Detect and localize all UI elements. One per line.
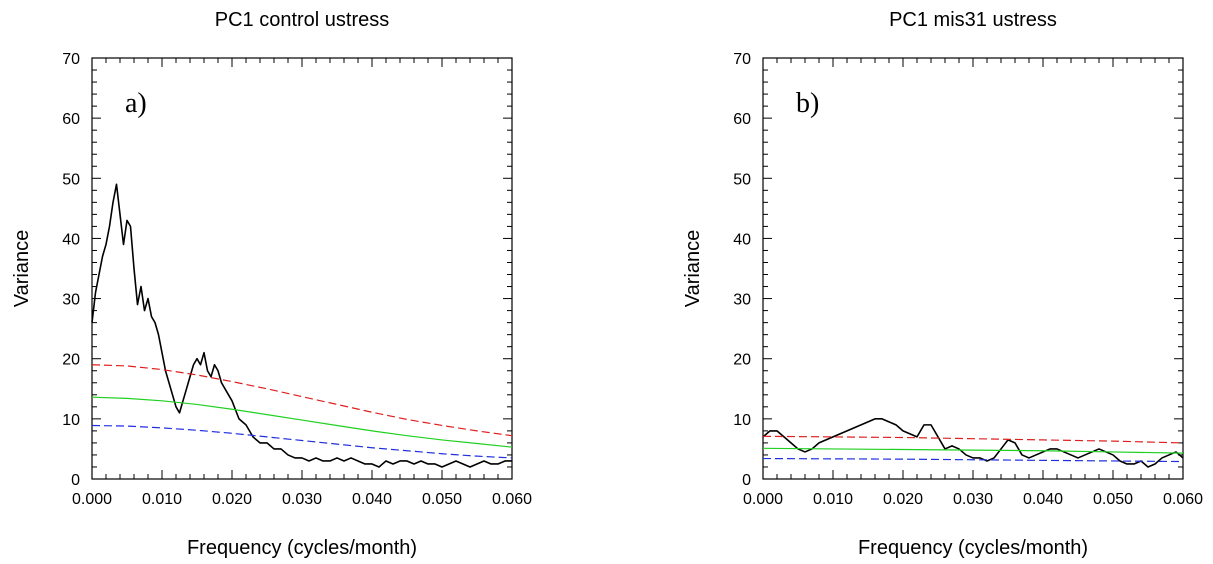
spectrum-line (762, 418, 1184, 468)
chart-panel-a: PC1 control ustress 0.000 0.010 0.020 0.030 0… (11, 9, 532, 559)
x-tick-label: 0.000 (72, 491, 112, 508)
y-axis-label: Variance (11, 230, 33, 307)
plot-frame (91, 57, 513, 480)
x-tick-label: 0.060 (492, 491, 532, 508)
x-tick-label: 0.030 (953, 491, 993, 508)
chart-panel-b: PC1 mis31 ustress 0.000 0.010 0.020 0.030 0.0… (682, 9, 1203, 559)
chart-title: PC1 control ustress (215, 9, 390, 31)
y-tick-label: 20 (733, 352, 751, 369)
x-tick-label: 0.020 (883, 491, 923, 508)
y-tick-label: 50 (62, 171, 80, 188)
y-tick-label: 30 (62, 292, 80, 309)
red-noise-mean-line (91, 424, 513, 459)
x-tick-label: 0.050 (1093, 491, 1133, 508)
spectrum-line (91, 183, 512, 468)
plot-frame (762, 57, 1184, 480)
x-axis-label: Frequency (cycles/month) (187, 537, 417, 559)
x-tick-label: 0.040 (352, 491, 392, 508)
x-tick-label: 0.040 (1023, 491, 1063, 508)
panel-label: a) (125, 88, 147, 119)
y-tick-label: 0 (71, 472, 80, 489)
y-tick-label: 20 (62, 352, 80, 369)
red-noise-99-line (91, 364, 513, 437)
y-tick-label: 30 (733, 292, 751, 309)
y-tick-label: 10 (733, 412, 751, 429)
x-tick-label: 0.030 (282, 491, 322, 508)
y-tick-label: 10 (62, 412, 80, 429)
y-tick-label: 50 (733, 171, 751, 188)
x-tick-label: 0.020 (212, 491, 252, 508)
y-axis-label: Variance (682, 230, 704, 307)
x-axis-label: Frequency (cycles/month) (858, 537, 1088, 559)
x-tick-label: 0.060 (1163, 491, 1203, 508)
y-tick-label: 70 (62, 51, 80, 68)
y-tick-label: 70 (733, 51, 751, 68)
y-tick-label: 0 (742, 472, 751, 489)
red-noise-95-line (762, 447, 1184, 454)
x-tick-label: 0.010 (813, 491, 853, 508)
y-tick-label: 60 (733, 111, 751, 128)
y-tick-label: 40 (62, 231, 80, 248)
x-tick-label: 0.010 (142, 491, 182, 508)
red-noise-mean-line (762, 457, 1184, 463)
x-tick-label: 0.000 (743, 491, 783, 508)
red-noise-99-line (762, 435, 1184, 444)
chart-title: PC1 mis31 ustress (889, 9, 1057, 31)
y-tick-label: 60 (62, 111, 80, 128)
y-tick-label: 40 (733, 231, 751, 248)
panel-label: b) (796, 88, 819, 119)
red-noise-95-line (91, 396, 513, 448)
x-tick-label: 0.050 (422, 491, 462, 508)
